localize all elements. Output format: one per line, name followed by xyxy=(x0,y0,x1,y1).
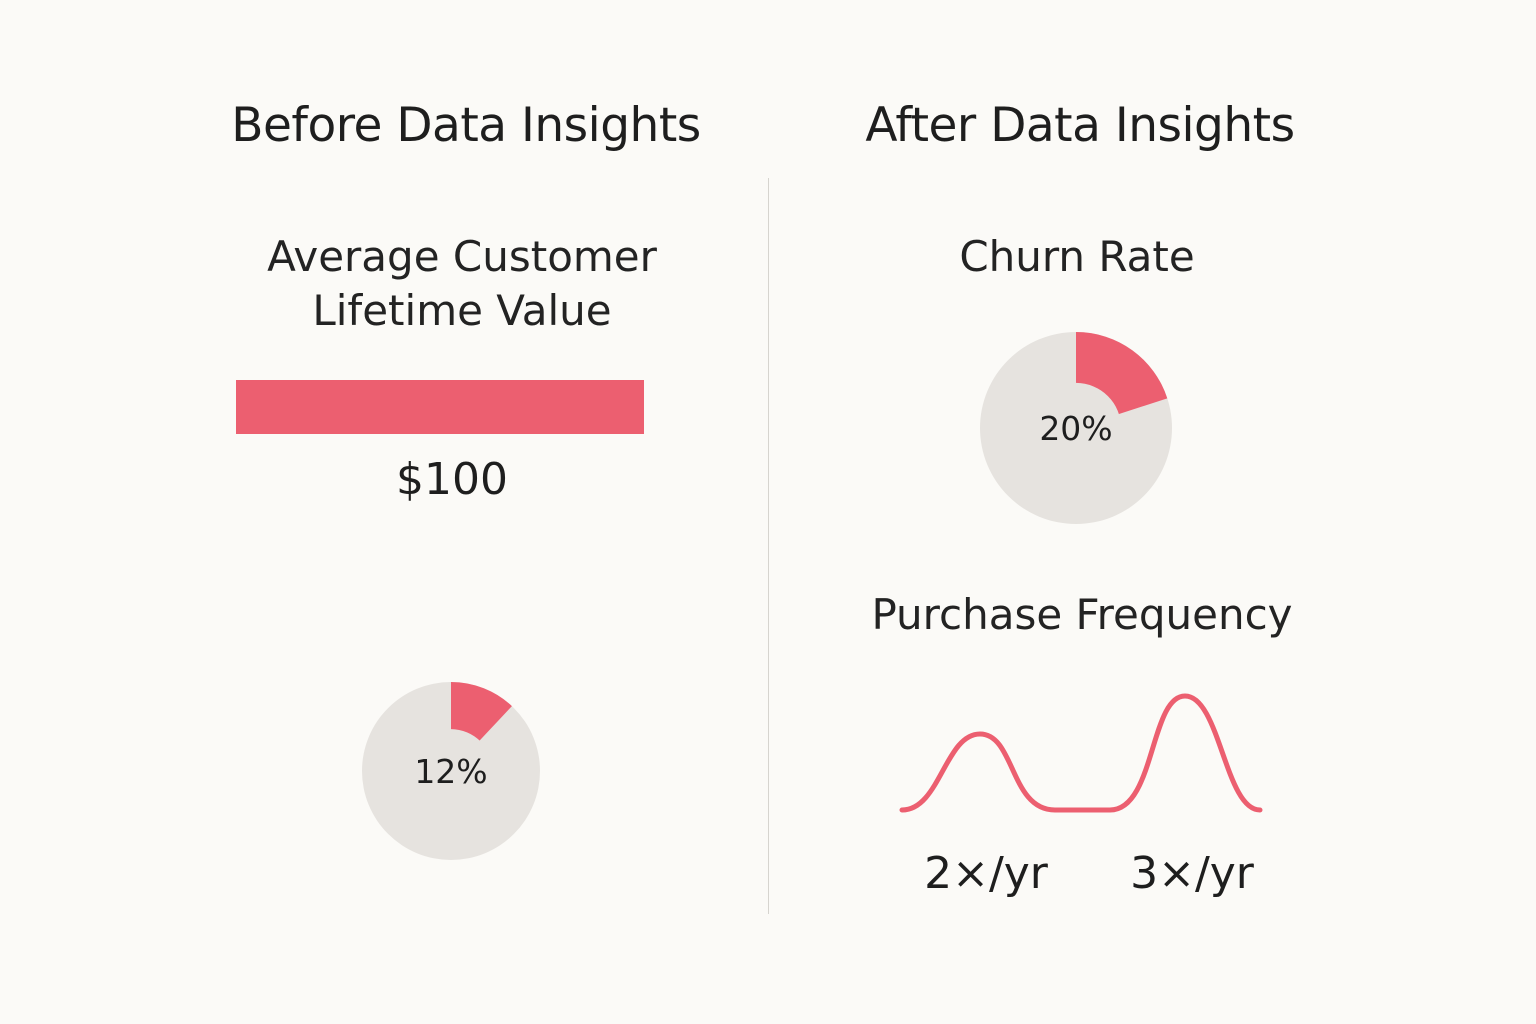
retention-donut-hole xyxy=(409,729,493,813)
purchase-frequency-line xyxy=(899,693,1263,813)
frequency-label-before: 2×/yr xyxy=(924,848,1048,899)
churn-donut-hole xyxy=(1030,382,1122,474)
churn-donut-value-label: 20% xyxy=(1039,409,1112,448)
ltv-title: Average Customer Lifetime Value xyxy=(162,230,762,338)
before-heading: Before Data Insights xyxy=(231,98,701,153)
purchase-frequency-title: Purchase Frequency xyxy=(871,590,1293,639)
ltv-bar xyxy=(236,380,644,434)
retention-donut-value-label: 12% xyxy=(414,752,487,791)
frequency-label-after: 3×/yr xyxy=(1130,848,1254,899)
panel-divider xyxy=(768,178,769,914)
after-heading: After Data Insights xyxy=(865,98,1295,153)
ltv-title-line1: Average Customer xyxy=(267,232,657,281)
churn-rate-title: Churn Rate xyxy=(959,232,1195,281)
ltv-value-label: $100 xyxy=(396,454,508,505)
ltv-title-line2: Lifetime Value xyxy=(312,286,612,335)
